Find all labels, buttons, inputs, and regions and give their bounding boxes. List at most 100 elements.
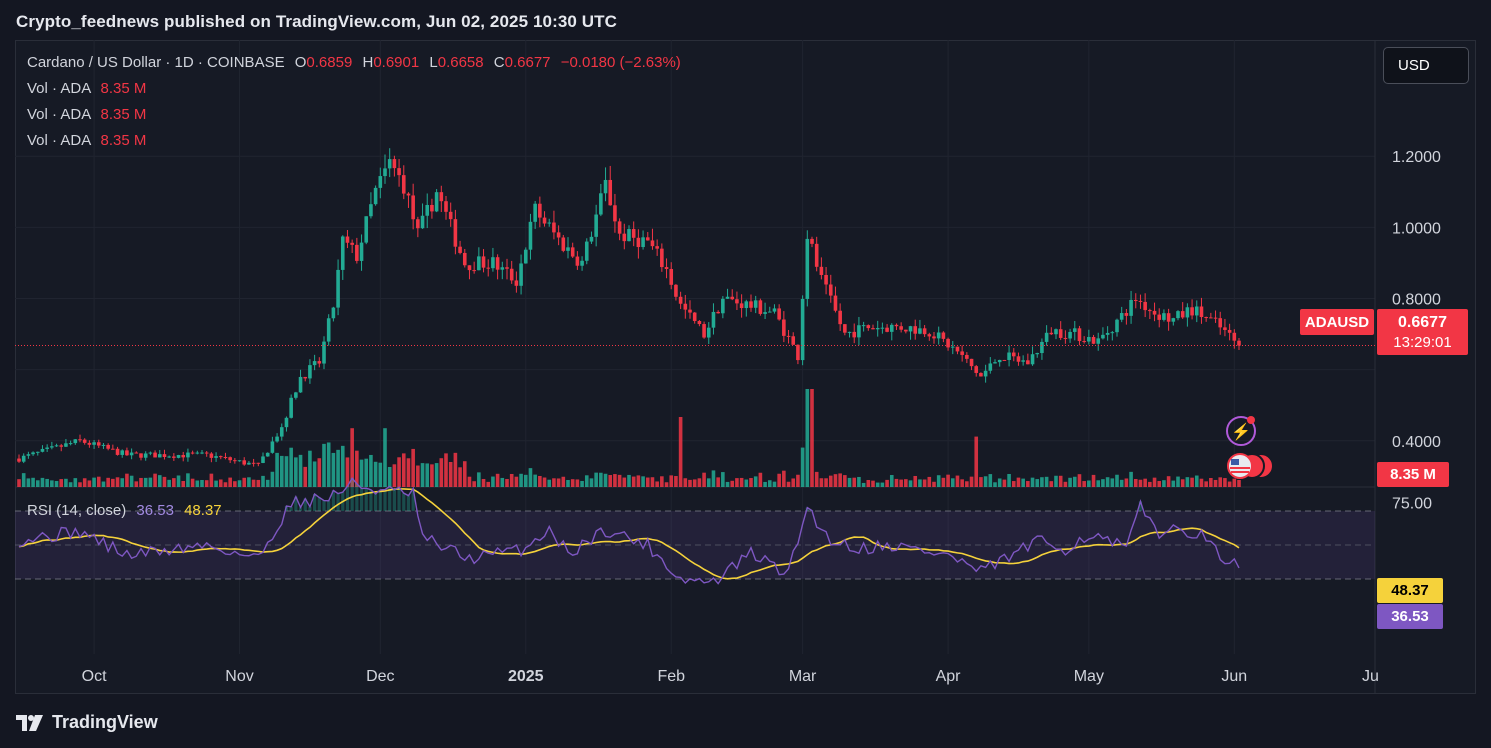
candle-body bbox=[92, 442, 96, 445]
candle-body bbox=[59, 445, 64, 447]
volume-bar bbox=[688, 479, 692, 487]
volume-bar bbox=[749, 478, 753, 487]
candle-body bbox=[542, 217, 547, 224]
volume-bar bbox=[467, 476, 472, 487]
candle-body bbox=[932, 336, 936, 339]
volume-bar bbox=[697, 478, 702, 487]
volume-bar bbox=[1049, 481, 1054, 487]
open-value: 0.6859 bbox=[306, 54, 353, 71]
volume-bar bbox=[969, 476, 974, 487]
candle-body bbox=[852, 331, 857, 338]
candle-body bbox=[791, 336, 796, 345]
candle-body bbox=[660, 248, 664, 268]
volume-legend-2[interactable]: Vol · ADA 8.35 M bbox=[27, 106, 146, 123]
candle-body bbox=[120, 450, 125, 455]
candle-body bbox=[40, 448, 45, 452]
volume-bar bbox=[214, 480, 218, 487]
volume-bar bbox=[486, 481, 491, 487]
volume-bar bbox=[308, 450, 312, 487]
rsi-legend[interactable]: RSI (14, close) 36.53 48.37 bbox=[27, 502, 222, 519]
candle-body bbox=[993, 362, 997, 364]
volume-value: 8.35 M bbox=[100, 106, 147, 123]
volume-bar bbox=[706, 478, 711, 487]
volume-bar bbox=[650, 477, 655, 487]
volume-bar bbox=[584, 475, 589, 487]
volume-bar bbox=[233, 481, 237, 487]
candle-body bbox=[523, 249, 528, 264]
volume-bar bbox=[1030, 477, 1035, 487]
volume-bar bbox=[495, 473, 500, 487]
volume-bar bbox=[1124, 478, 1129, 487]
candle-body bbox=[1124, 313, 1129, 316]
candle-body bbox=[129, 452, 134, 456]
candle-body bbox=[1105, 332, 1110, 335]
candle-body bbox=[908, 326, 913, 332]
time-axis[interactable]: Oct Nov Dec 2025 Feb Mar Apr May Jun Ju bbox=[82, 668, 1379, 685]
candle-body bbox=[566, 247, 570, 251]
volume-bar bbox=[1148, 481, 1152, 487]
candle-body bbox=[692, 312, 697, 322]
candle-body bbox=[613, 205, 617, 222]
candle-body bbox=[143, 453, 148, 458]
candle-body bbox=[936, 332, 941, 339]
volume-bar bbox=[148, 477, 153, 487]
symbol-legend[interactable]: Cardano / US Dollar · 1D · COINBASE O0.6… bbox=[27, 54, 681, 71]
volume-bar bbox=[1209, 478, 1213, 487]
volume-bar bbox=[491, 476, 495, 487]
volume-bar bbox=[1091, 474, 1096, 487]
candle-body bbox=[1218, 318, 1223, 328]
candle-body bbox=[538, 203, 542, 218]
volume-bar bbox=[547, 479, 552, 487]
volume-bar bbox=[500, 477, 505, 487]
event-icons[interactable]: ⚡ bbox=[1226, 416, 1274, 479]
volume-bar bbox=[711, 470, 716, 487]
volume-bar bbox=[810, 389, 814, 487]
candle-body bbox=[767, 311, 772, 313]
volume-bar bbox=[401, 453, 406, 487]
volume-bar bbox=[950, 478, 955, 487]
tradingview-logo[interactable]: TradingView bbox=[16, 712, 158, 733]
candle-body bbox=[1119, 313, 1124, 320]
candle-body bbox=[810, 238, 814, 244]
candle-body bbox=[580, 260, 584, 266]
volume-bar bbox=[655, 481, 659, 487]
candle-body bbox=[472, 270, 476, 272]
volume-bar bbox=[753, 476, 758, 487]
candle-body bbox=[350, 242, 354, 245]
volume-bar bbox=[397, 457, 401, 487]
volume-bar bbox=[514, 476, 519, 487]
volume-bar bbox=[31, 477, 35, 487]
volume-bar bbox=[580, 480, 584, 487]
volume-legend-3[interactable]: Vol · ADA 8.35 M bbox=[27, 132, 146, 149]
volume-bar bbox=[908, 480, 913, 487]
candle-body bbox=[448, 211, 453, 220]
volume-bar bbox=[608, 475, 613, 487]
volume-bar bbox=[350, 428, 354, 487]
candle-body bbox=[505, 267, 509, 269]
candle-body bbox=[1223, 327, 1227, 330]
volume-legend-1[interactable]: Vol · ADA 8.35 M bbox=[27, 80, 146, 97]
candle-body bbox=[1209, 317, 1213, 319]
candle-body bbox=[702, 324, 706, 338]
candle-body bbox=[697, 321, 702, 325]
volume-bar bbox=[1063, 481, 1068, 487]
candle-body bbox=[828, 284, 833, 296]
volume-bar bbox=[880, 482, 885, 487]
candle-body bbox=[603, 179, 608, 194]
volume-bar bbox=[932, 481, 936, 487]
volume-bar bbox=[763, 481, 767, 487]
candle-body bbox=[392, 159, 397, 169]
volume-bar bbox=[1129, 471, 1133, 487]
volume-bar bbox=[1110, 478, 1115, 487]
candle-body bbox=[552, 222, 556, 233]
volume-bar bbox=[26, 478, 31, 487]
candle-body bbox=[54, 445, 59, 447]
candle-body bbox=[1171, 318, 1176, 322]
volume-bar bbox=[284, 456, 289, 487]
volume-bar bbox=[772, 481, 777, 487]
candle-body bbox=[716, 311, 720, 314]
volume-bar bbox=[167, 479, 171, 487]
currency-button[interactable]: USD bbox=[1383, 47, 1469, 84]
